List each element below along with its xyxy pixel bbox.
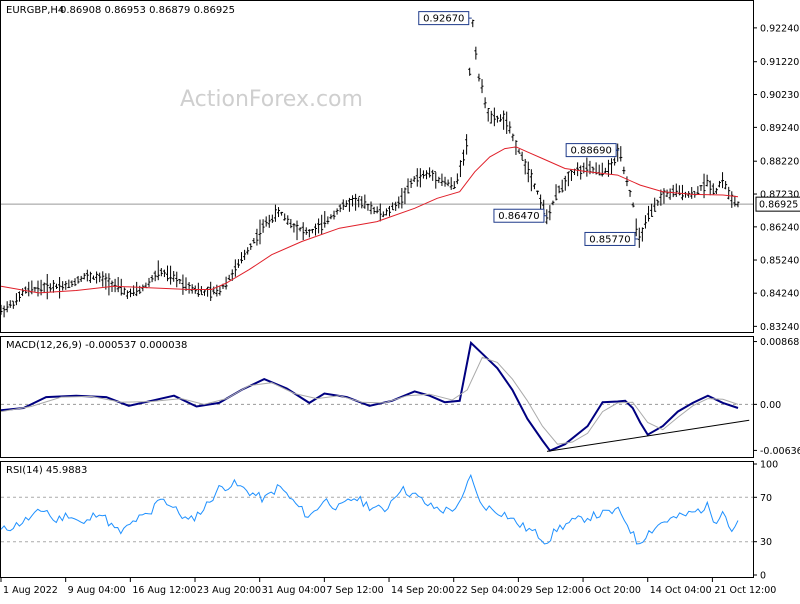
x-tick-label: 14 Oct 04:00 [650, 585, 712, 596]
rsi-y-tick-label: 100 [760, 460, 778, 471]
x-tick-label: 9 Aug 04:00 [68, 585, 126, 596]
x-tick-label: 7 Sep 12:00 [326, 585, 383, 596]
x-tick-label: 29 Sep 12:00 [520, 585, 583, 596]
y-tick-label: 0.87230 [760, 190, 799, 201]
annotation-box [493, 208, 545, 223]
watermark: ActionForex.com [180, 87, 363, 112]
x-tick-label: 21 Oct 12:00 [714, 585, 776, 596]
annotation-label: 0.86470 [498, 211, 539, 222]
last-price-label: 0.86925 [759, 200, 798, 211]
main-pane-frame [0, 0, 754, 333]
rsi-y-tick-label: 30 [760, 537, 772, 548]
macd-plot-layer [0, 340, 753, 452]
y-tick-label: 0.91220 [760, 57, 799, 68]
main-title: EURGBP,H4 [6, 5, 64, 16]
x-tick-label: 6 Oct 20:00 [585, 585, 641, 596]
annotation-box [565, 143, 617, 158]
macd-pane-frame [0, 336, 754, 458]
main-plot-layer: 0.92670 0.88690 0.86470 0.85770 [0, 11, 753, 318]
rsi-y-tick-label: 0 [760, 571, 766, 582]
macd-y-tick-label: 0.008686 [760, 337, 800, 348]
annotation-label: 0.88690 [570, 146, 611, 157]
ohlc-header: 0.86908 0.86953 0.86879 0.86925 [60, 5, 235, 16]
y-tick-label: 0.92240 [760, 23, 799, 34]
y-tick-label: 0.84240 [760, 289, 799, 300]
macd-macd-line [0, 340, 739, 452]
ohlc-bars [0, 19, 740, 318]
axis-layer: 0.92240 0.91220 0.90230 0.89240 0.88220 0.872… [0, 23, 800, 596]
x-tick-label: 14 Sep 20:00 [391, 585, 454, 596]
macd-y-tick-label: -0.006366 [760, 446, 800, 457]
x-tick-label: 1 Aug 2022 [3, 585, 58, 596]
rsi-y-tick-label: 70 [760, 493, 772, 504]
macd-trend-line [546, 419, 750, 452]
annotation-label: 0.92670 [423, 14, 464, 25]
rsi-plot-layer [0, 473, 753, 545]
y-tick-label: 0.88220 [760, 157, 799, 168]
moving-average-line [0, 146, 739, 294]
y-tick-label: 0.83240 [760, 322, 799, 333]
annotation-box [418, 11, 470, 26]
x-tick-label: 16 Aug 12:00 [132, 585, 196, 596]
macd-y-tick-label: 0.00 [760, 400, 781, 411]
y-tick-label: 0.85240 [760, 256, 799, 267]
x-tick-label: 31 Aug 04:00 [262, 585, 326, 596]
y-tick-label: 0.90230 [760, 90, 799, 101]
macd-signal-line [0, 356, 739, 445]
rsi-line [0, 473, 739, 545]
rsi-pane-frame [0, 461, 754, 578]
rsi-title: RSI(14) 45.9883 [6, 465, 87, 476]
annotation-box [584, 231, 636, 246]
annotation-label: 0.85770 [589, 234, 630, 245]
x-tick-label: 23 Aug 20:00 [197, 585, 261, 596]
y-tick-label: 0.89240 [760, 123, 799, 134]
y-tick-label: 0.86240 [760, 222, 799, 233]
macd-title: MACD(12,26,9) -0.000537 0.000038 [6, 340, 187, 351]
x-tick-label: 22 Sep 04:00 [456, 585, 519, 596]
last-price-badge [755, 196, 800, 212]
